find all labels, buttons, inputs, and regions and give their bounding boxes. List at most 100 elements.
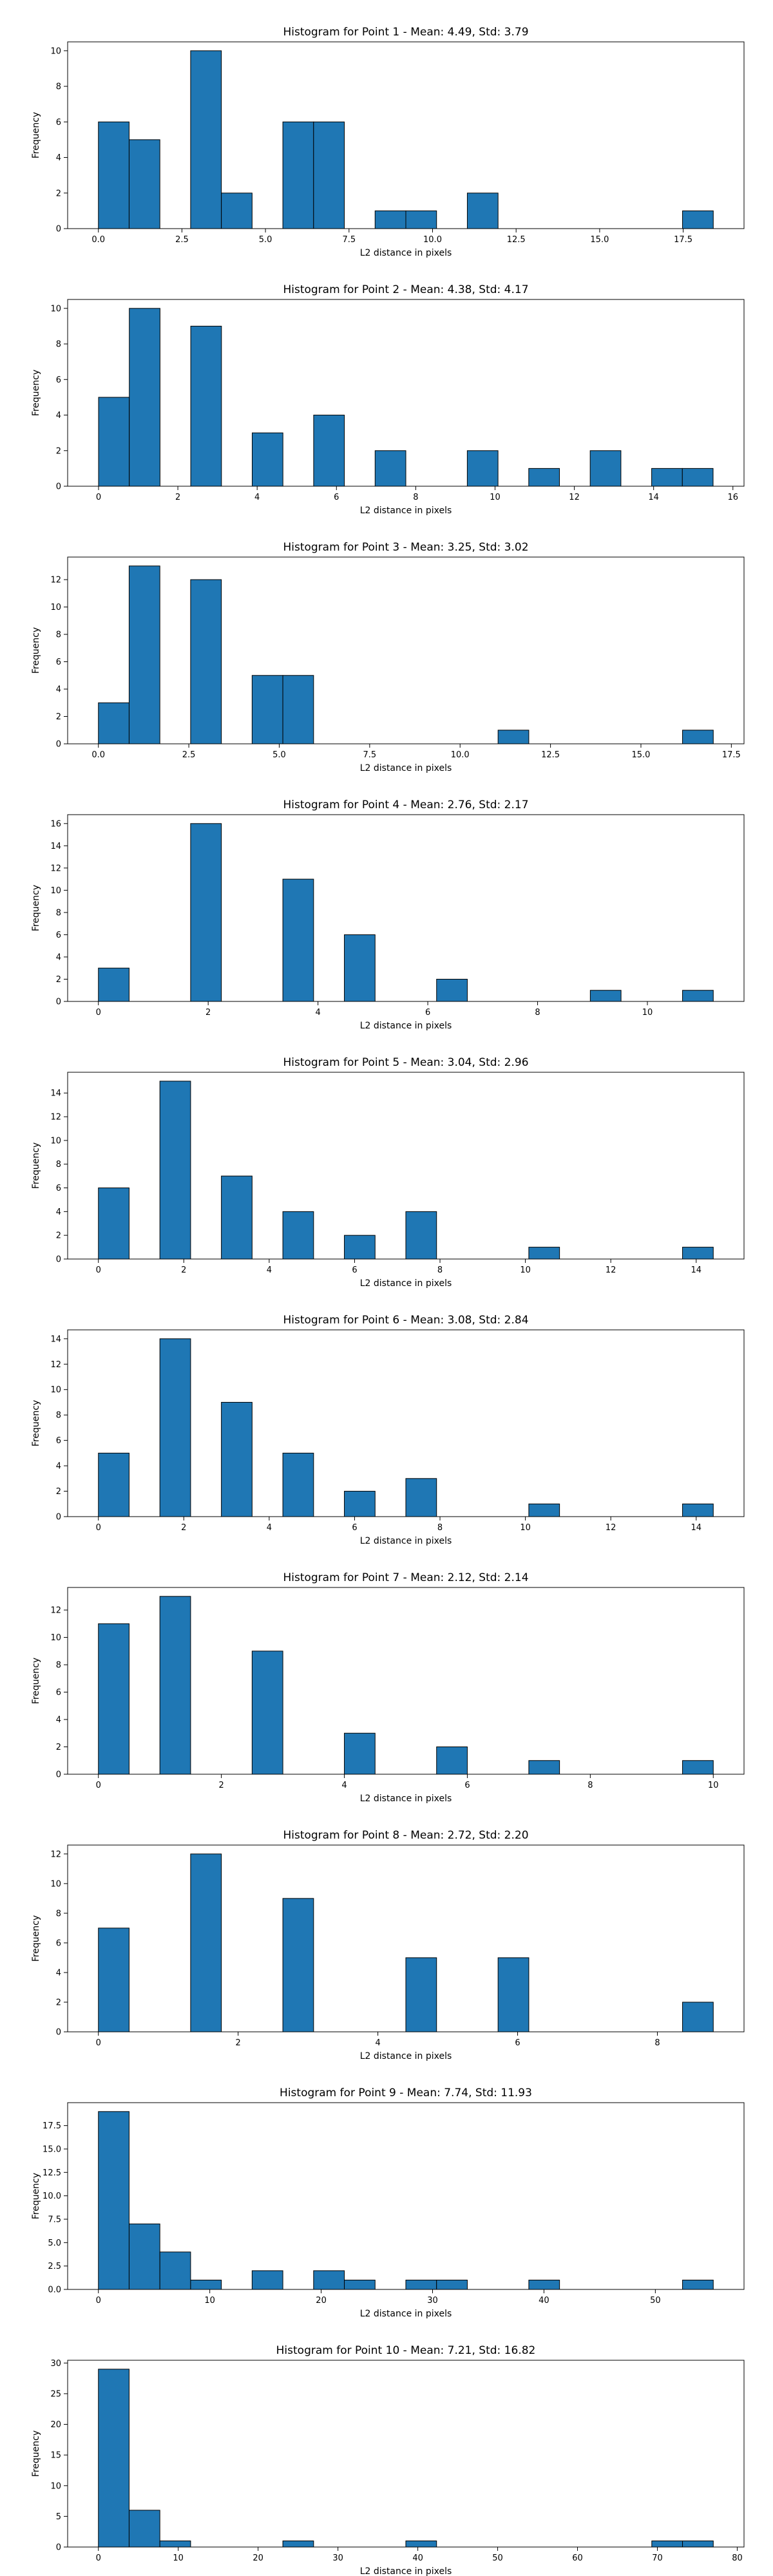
chart-9: Histogram for Point 9 - Mean: 7.74, Std:… (31, 2087, 745, 2319)
chart-7-xlabel: L2 distance in pixels (360, 1794, 452, 1804)
chart-10-bar-10 (405, 2540, 437, 2548)
chart-7-ytick-label-10: 10 (50, 1633, 61, 1643)
chart-1-xtick-label-15: 15.0 (590, 235, 609, 245)
chart-4-xtick-label-8: 8 (535, 1008, 540, 1018)
chart-6-ytick-label-6: 6 (56, 1436, 61, 1446)
chart-8-bar-0 (98, 1927, 129, 2032)
chart-1-xtick-label-5: 5.0 (259, 235, 272, 245)
chart-6: Histogram for Point 6 - Mean: 3.08, Std:… (31, 1314, 745, 1546)
chart-10-frame (67, 2360, 745, 2548)
chart-7-bar-0 (98, 1623, 129, 1775)
chart-9-ytick-label-10: 10.0 (43, 2192, 61, 2201)
chart-8-xtick-label-8: 8 (654, 2038, 660, 2048)
chart-9-ytick-label-2_5: 2.5 (48, 2262, 61, 2271)
chart-7-bar-19 (682, 1760, 714, 1775)
chart-3-bar-19 (682, 730, 714, 744)
chart-10-xtick-label-50: 50 (492, 2553, 503, 2563)
chart-6-title: Histogram for Point 6 - Mean: 3.08, Std:… (283, 1314, 528, 1327)
chart-2-xtick-label-4: 4 (254, 493, 260, 502)
chart-2-bar-7 (313, 415, 345, 487)
chart-10-xtick-label-60: 60 (572, 2553, 583, 2563)
chart-10-bar-0 (98, 2369, 129, 2548)
chart-7-bar-14 (528, 1760, 560, 1775)
chart-5-bar-14 (528, 1247, 560, 1260)
chart-4-bar-16 (589, 990, 622, 1002)
chart-10-xtick-label-10: 10 (173, 2553, 184, 2563)
chart-4-ytick-label-12: 12 (50, 864, 61, 873)
chart-5-xtick-label-14: 14 (691, 1265, 701, 1275)
chart-4-xtick-label-2: 2 (205, 1008, 211, 1018)
chart-2-bar-16 (589, 450, 622, 487)
chart-9-xlabel: L2 distance in pixels (360, 2309, 452, 2319)
chart-6-xtick-label-8: 8 (437, 1523, 443, 1533)
chart-8-xlabel: L2 distance in pixels (360, 2051, 452, 2061)
chart-2-xlabel: L2 distance in pixels (360, 506, 452, 516)
chart-10-ytick-label-15: 15 (50, 2451, 61, 2461)
chart-3-xtick-label-10: 10.0 (451, 750, 470, 760)
chart-5-ylabel: Frequency (31, 1142, 41, 1189)
chart-10-title: Histogram for Point 10 - Mean: 7.21, Std… (276, 2344, 536, 2357)
chart-3-bar-13 (497, 730, 530, 744)
chart-3-bar-6 (282, 675, 314, 744)
chart-4-title: Histogram for Point 4 - Mean: 2.76, Std:… (283, 799, 528, 811)
chart-4-bar-0 (98, 967, 129, 1002)
chart-3-ytick-label-12: 12 (50, 576, 61, 585)
chart-2-xtick-label-14: 14 (648, 493, 659, 502)
chart-5-title: Histogram for Point 5 - Mean: 3.04, Std:… (283, 1056, 528, 1069)
chart-9-ytick-label-15: 15.0 (43, 2145, 61, 2154)
chart-1-xtick-label-17_5: 17.5 (674, 235, 692, 245)
chart-4-xtick-label-6: 6 (425, 1008, 430, 1018)
chart-6-bar-8 (344, 1491, 376, 1517)
chart-6-xtick-label-2: 2 (181, 1523, 186, 1533)
chart-7-ytick-label-2: 2 (56, 1743, 61, 1752)
chart-5-frame (67, 1072, 745, 1260)
chart-4-xtick-label-0: 0 (96, 1008, 101, 1018)
chart-10-xtick-label-70: 70 (652, 2553, 663, 2563)
chart-9-xtick-label-40: 40 (539, 2296, 549, 2306)
chart-2-ytick-label-8: 8 (56, 340, 61, 350)
chart-10-ytick-label-5: 5 (56, 2512, 61, 2522)
chart-3-xlabel: L2 distance in pixels (360, 763, 452, 773)
chart-1-bar-4 (221, 193, 253, 229)
chart-7-ytick-label-6: 6 (56, 1688, 61, 1698)
chart-4-bar-6 (282, 878, 314, 1002)
chart-3-ytick-label-4: 4 (56, 685, 61, 695)
chart-1: Histogram for Point 1 - Mean: 4.49, Std:… (31, 26, 745, 258)
chart-1-ytick-label-10: 10 (50, 46, 61, 56)
chart-9-ytick-label-12_5: 12.5 (43, 2168, 61, 2178)
chart-1-bar-7 (313, 121, 345, 229)
chart-3-title: Histogram for Point 3 - Mean: 3.25, Std:… (283, 541, 528, 554)
chart-6-bar-4 (221, 1401, 253, 1517)
chart-7-xtick-label-6: 6 (464, 1781, 470, 1790)
chart-2-bar-5 (252, 432, 283, 487)
chart-7-xtick-label-2: 2 (218, 1781, 224, 1790)
chart-1-xtick-label-7_5: 7.5 (342, 235, 356, 245)
chart-9-bar-5 (251, 2270, 283, 2290)
chart-2-ytick-label-0: 0 (56, 482, 61, 492)
chart-1-bar-0 (98, 121, 129, 229)
chart-5: Histogram for Point 5 - Mean: 3.04, Std:… (31, 1056, 745, 1289)
chart-9-bar-14 (528, 2279, 560, 2290)
chart-9-xtick-label-20: 20 (316, 2296, 327, 2306)
chart-5-bar-6 (282, 1211, 314, 1260)
chart-4-bar-19 (682, 990, 714, 1002)
chart-2-xtick-label-2: 2 (175, 493, 180, 502)
chart-3-bar-0 (98, 702, 129, 744)
chart-7-bar-5 (251, 1651, 283, 1775)
chart-4-bar-8 (344, 934, 376, 1002)
chart-3-ytick-label-6: 6 (56, 658, 61, 667)
chart-9-ytick-label-0: 0.0 (48, 2286, 61, 2295)
chart-10-bar-6 (282, 2540, 314, 2548)
chart-4-xlabel: L2 distance in pixels (360, 1021, 452, 1031)
chart-6-xlabel: L2 distance in pixels (360, 1536, 452, 1546)
chart-10-ylabel: Frequency (31, 2430, 41, 2477)
chart-2-xtick-label-12: 12 (569, 493, 580, 502)
chart-3-xtick-label-5: 5.0 (272, 750, 286, 760)
chart-4-xtick-label-4: 4 (315, 1008, 320, 1018)
chart-7-frame (67, 1587, 745, 1775)
chart-2-bar-0 (98, 397, 130, 487)
chart-3-xtick-label-7_5: 7.5 (363, 750, 377, 760)
chart-10-xlabel: L2 distance in pixels (360, 2566, 452, 2576)
chart-6-ytick-label-14: 14 (50, 1334, 61, 1344)
chart-10-xtick-label-80: 80 (732, 2553, 743, 2563)
